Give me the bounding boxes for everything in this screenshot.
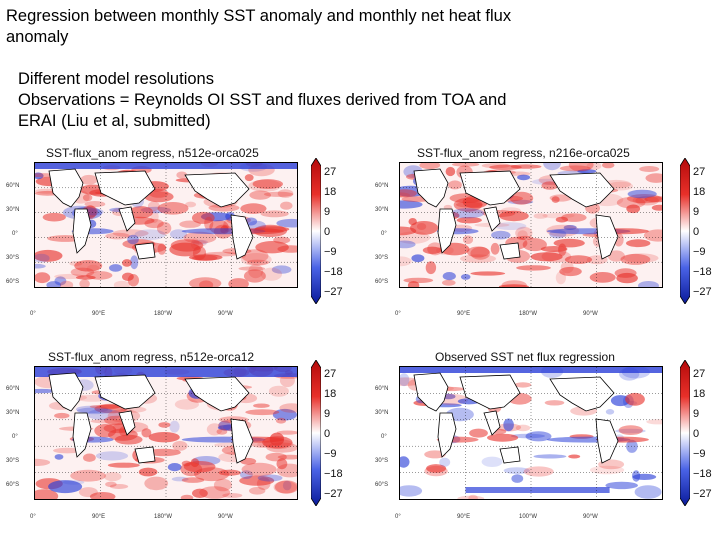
colorbar-tick: 27 — [693, 368, 706, 380]
colorbar-tick: −9 — [693, 246, 706, 258]
map-plot — [34, 162, 298, 288]
lat-label: 30°N — [6, 207, 20, 213]
map-field — [35, 163, 297, 287]
lat-label: 0° — [381, 231, 387, 237]
lon-label: 90°W — [218, 514, 233, 520]
note-line: ERAI (Liu et al, submitted) — [18, 112, 211, 130]
colorbar-tick: 9 — [324, 408, 331, 420]
lat-label: 60°N — [6, 183, 20, 189]
colorbar-tick: −27 — [693, 488, 712, 500]
panel-title: SST-flux_anom regress, n512e-orca12 — [48, 350, 255, 364]
lon-label: 180°W — [154, 311, 173, 317]
colorbar-tick: −18 — [693, 468, 712, 480]
lat-label: 60°S — [6, 482, 20, 488]
lon-label: 90°W — [583, 311, 598, 317]
colorbar-tick: 27 — [693, 166, 706, 178]
colorbar-tick: −27 — [693, 286, 712, 298]
map-panel-observed: Observed SST net flux regression 60°N 30… — [365, 336, 720, 536]
lon-label: 180°W — [154, 514, 173, 520]
note-line: Observations = Reynolds OI SST and fluxe… — [18, 91, 507, 109]
colorbar-tick: −18 — [693, 266, 712, 278]
lat-label: 30°N — [375, 410, 389, 416]
colorbar-tick: 18 — [693, 186, 706, 198]
map-panel-n512e-orca025: SST-flux_anom regress, n512e-orca025 60°… — [0, 140, 360, 330]
panel-title: SST-flux_anom regress, n216e-orca025 — [417, 146, 630, 160]
lon-label: 90°E — [92, 514, 106, 520]
lon-label: 0° — [30, 311, 36, 317]
colorbar-tick: −9 — [324, 448, 337, 460]
lat-label: 60°S — [375, 482, 389, 488]
lon-label: 90°E — [457, 514, 471, 520]
note-line: Different model resolutions — [18, 70, 214, 88]
colorbar-tick: −9 — [324, 246, 337, 258]
lat-label: 0° — [12, 434, 18, 440]
colorbar-tick: 18 — [324, 388, 337, 400]
panel-title: Observed SST net flux regression — [435, 350, 615, 364]
colorbar-tick: 9 — [324, 206, 331, 218]
colorbar-tick: 18 — [324, 186, 337, 198]
panel-title: SST-flux_anom regress, n512e-orca025 — [46, 146, 259, 160]
lon-label: 100°W — [519, 514, 538, 520]
lat-label: 30°S — [375, 255, 389, 261]
colorbar-tick: −27 — [324, 488, 343, 500]
colorbar-tick: 18 — [693, 388, 706, 400]
colorbar — [311, 158, 321, 304]
colorbar-tick: 0 — [693, 428, 700, 440]
colorbar-tick: −18 — [324, 266, 343, 278]
colorbar — [311, 360, 321, 506]
colorbar-tick: −27 — [324, 286, 343, 298]
colorbar-tick: 27 — [324, 166, 337, 178]
colorbar-tick: 9 — [693, 408, 700, 420]
colorbar-tick: −9 — [693, 448, 706, 460]
map-field — [400, 367, 662, 499]
lat-label: 30°N — [375, 207, 389, 213]
lat-label: 30°S — [6, 255, 20, 261]
colorbar — [680, 158, 690, 304]
lat-label: 30°S — [6, 458, 20, 464]
map-panel-n512e-orca12: SST-flux_anom regress, n512e-orca12 60°N… — [0, 336, 360, 536]
lat-label: 60°N — [6, 386, 20, 392]
map-panel-n216e-orca025: SST-flux_anom regress, n216e-orca025 60°… — [365, 140, 720, 330]
slide-title: Regression between monthly SST anomaly a… — [6, 7, 512, 46]
lat-label: 0° — [12, 231, 18, 237]
lon-label: 0° — [30, 514, 36, 520]
lon-label: 0° — [395, 514, 401, 520]
colorbar-tick: 0 — [324, 428, 331, 440]
lon-label: 90°E — [457, 311, 471, 317]
lat-label: 0° — [381, 434, 387, 440]
map-field — [35, 367, 297, 499]
colorbar-tick: −18 — [324, 468, 343, 480]
lat-label: 60°N — [375, 183, 389, 189]
colorbar-tick: 0 — [693, 226, 700, 238]
lat-label: 60°S — [6, 279, 20, 285]
colorbar-tick: 27 — [324, 368, 337, 380]
lon-label: 90°W — [218, 311, 233, 317]
colorbar-tick: 9 — [693, 206, 700, 218]
lat-label: 30°S — [375, 458, 389, 464]
lat-label: 30°N — [6, 410, 20, 416]
lon-label: 180°W — [519, 311, 538, 317]
colorbar — [680, 360, 690, 506]
lat-label: 60°S — [375, 279, 389, 285]
map-plot — [399, 366, 663, 500]
map-plot — [399, 162, 663, 288]
lon-label: 90°E — [92, 311, 106, 317]
map-field — [400, 163, 662, 287]
slide-notes: Different model resolutions Observations… — [18, 69, 578, 132]
map-plot — [34, 366, 298, 500]
lon-label: 90°W — [583, 514, 598, 520]
colorbar-tick: 0 — [324, 226, 331, 238]
lon-label: 0° — [395, 311, 401, 317]
lat-label: 60°N — [375, 386, 389, 392]
